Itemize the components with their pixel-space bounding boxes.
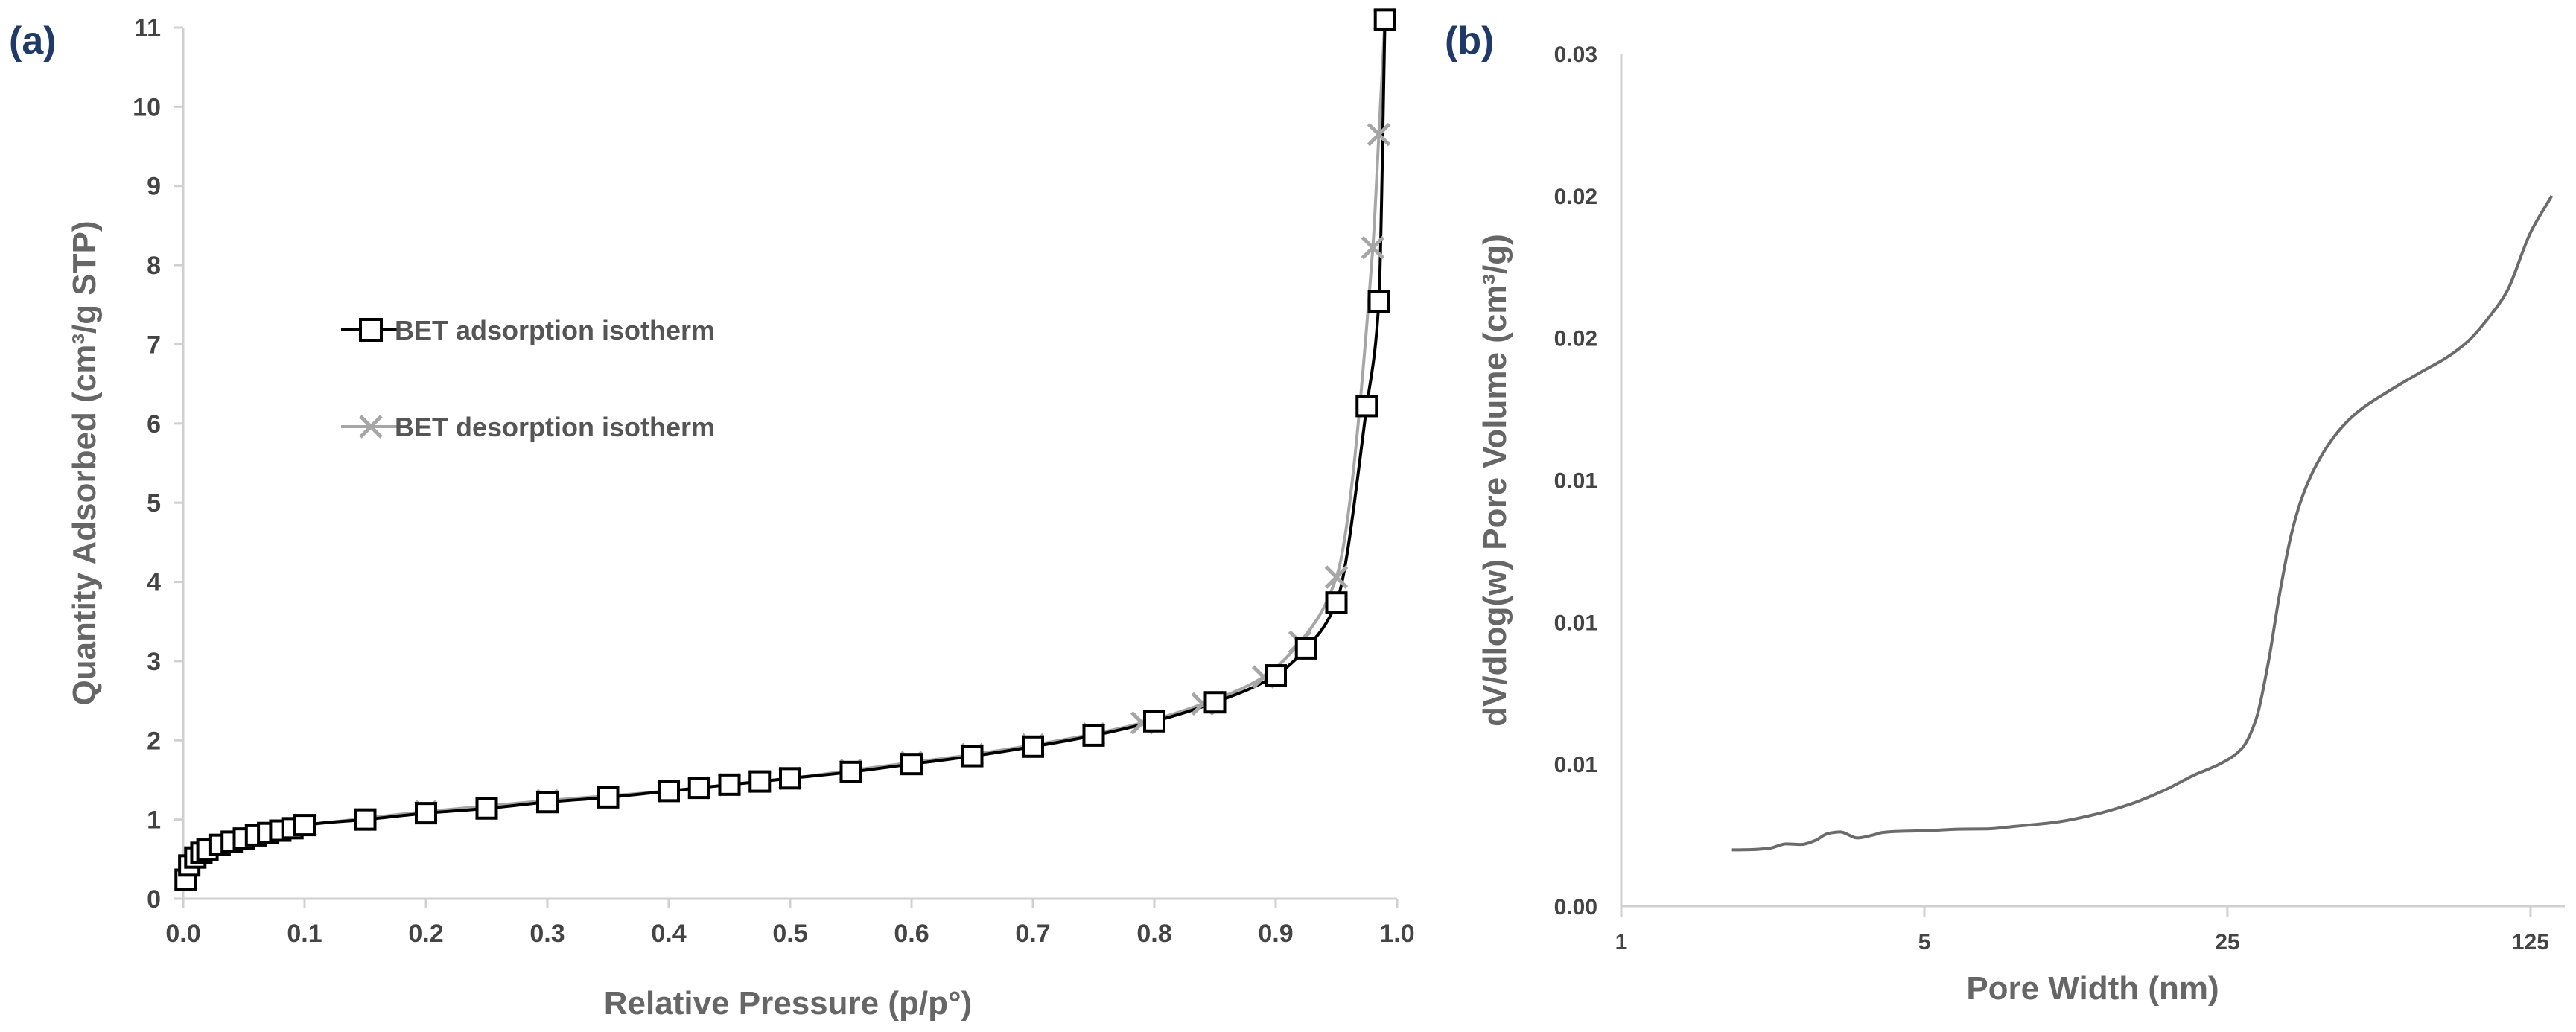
x-tick-label: 1.0 <box>1379 920 1414 948</box>
panel-a-label: (a) <box>9 19 57 63</box>
x-tick-label: 0.6 <box>894 920 929 948</box>
x-tick-label: 25 <box>2215 930 2239 955</box>
x-tick-label: 125 <box>2512 930 2549 955</box>
panel-a-legend: BET adsorption isotherm BET desorption i… <box>341 315 715 442</box>
legend-desorption-label: BET desorption isotherm <box>395 412 715 442</box>
legend-adsorption-label: BET adsorption isotherm <box>395 315 715 345</box>
adsorption-point <box>961 745 984 768</box>
y-tick-label: 0.02 <box>1554 327 1597 351</box>
panel-b-x-axis-title: Pore Width (nm) <box>1966 970 2219 1007</box>
y-tick-label: 0.03 <box>1554 42 1597 67</box>
y-tick-label: 0.01 <box>1554 469 1597 494</box>
panel-a-y-ticks: 0 1 2 3 4 5 6 7 8 9 10 11 <box>133 14 183 914</box>
adsorption-point <box>1367 290 1390 313</box>
y-tick-label: 11 <box>134 14 161 42</box>
adsorption-line <box>184 19 1387 880</box>
y-tick-label: 2 <box>147 727 161 755</box>
adsorption-point <box>354 808 377 831</box>
panel-b-label: (b) <box>1445 19 1494 63</box>
adsorption-point <box>293 814 316 837</box>
y-tick-label: 0.00 <box>1554 895 1597 920</box>
panel-b-series <box>1731 194 2554 852</box>
x-tick-label: 0.4 <box>651 920 686 948</box>
panel-a-y-axis-title: Quantity Adsorbed (cm³/g STP) <box>66 220 103 705</box>
panel-b-x-ticks: 1 5 25 125 <box>1615 906 2549 955</box>
y-tick-label: 0.01 <box>1554 611 1597 635</box>
x-tick-label: 0.1 <box>287 920 322 948</box>
y-tick-label: 0.01 <box>1554 753 1597 777</box>
adsorption-point <box>415 802 437 825</box>
adsorption-point <box>839 760 862 783</box>
desorption-point <box>1324 565 1349 589</box>
y-tick-label: 7 <box>147 331 161 359</box>
y-tick-label: 10 <box>133 93 161 121</box>
panel-b-y-ticks: 0.00 0.01 0.01 0.01 0.02 0.02 0.03 <box>1554 42 1597 920</box>
adsorption-point <box>900 753 923 776</box>
y-tick-label: 9 <box>147 173 161 201</box>
panel-b-pore-distribution: (b) 0.00 0.01 0.01 0.01 0.02 0.02 0.03 1 5 25 125… <box>1445 19 2565 1007</box>
adsorption-point <box>1143 710 1165 733</box>
adsorption-point <box>1325 591 1348 614</box>
x-tick-label: 0.3 <box>529 920 565 948</box>
adsorption-point <box>658 780 680 803</box>
x-tick-label: 5 <box>1918 930 1931 955</box>
panel-a-bet-isotherm: (a) 0 1 2 3 4 5 6 7 8 9 10 11 0.0 0.1 0.2 0.3 0.4 0.5 0.6… <box>9 7 1415 1022</box>
y-tick-label: 6 <box>147 410 161 439</box>
x-tick-label: 0.9 <box>1258 920 1293 948</box>
panel-a-series <box>174 7 1397 891</box>
y-tick-label: 8 <box>147 252 161 280</box>
x-tick-label: 0.0 <box>165 920 200 948</box>
y-tick-label: 5 <box>147 489 161 517</box>
adsorption-point <box>1265 664 1287 687</box>
panel-a-x-ticks: 0.0 0.1 0.2 0.3 0.4 0.5 0.6 0.7 0.8 0.9 1.0 <box>165 899 1415 948</box>
y-tick-label: 3 <box>147 648 161 676</box>
adsorption-point <box>536 791 559 814</box>
desorption-point <box>1361 235 1385 260</box>
adsorption-point <box>1355 395 1378 418</box>
desorption-point <box>1367 122 1391 147</box>
panel-a-x-axis-title: Relative Pressure (p/p°) <box>604 985 972 1022</box>
adsorption-point <box>1373 8 1396 31</box>
x-tick-label: 0.8 <box>1136 920 1171 948</box>
adsorption-point <box>1203 691 1227 714</box>
adsorption-point <box>718 773 741 796</box>
adsorption-point <box>1082 724 1105 747</box>
adsorption-point <box>1294 637 1317 660</box>
y-tick-label: 1 <box>147 806 161 835</box>
adsorption-point <box>687 777 710 800</box>
y-tick-label: 0 <box>147 885 161 914</box>
x-tick-label: 0.5 <box>772 920 807 948</box>
adsorption-point <box>475 797 498 820</box>
adsorption-point <box>597 786 620 809</box>
x-tick-label: 1 <box>1615 930 1628 955</box>
x-tick-label: 0.7 <box>1015 920 1050 948</box>
adsorption-point <box>779 767 801 790</box>
legend-desorption-marker <box>359 415 383 439</box>
y-tick-label: 0.02 <box>1554 185 1597 209</box>
panel-b-y-axis-title: dV/dlog(w) Pore Volume (cm³/g) <box>1477 234 1513 727</box>
legend-adsorption-marker <box>359 318 383 342</box>
pore-distribution-line <box>1731 194 2554 852</box>
adsorption-point <box>748 770 772 793</box>
adsorption-point <box>1022 735 1044 758</box>
y-tick-label: 4 <box>147 569 161 597</box>
x-tick-label: 0.2 <box>408 920 443 948</box>
